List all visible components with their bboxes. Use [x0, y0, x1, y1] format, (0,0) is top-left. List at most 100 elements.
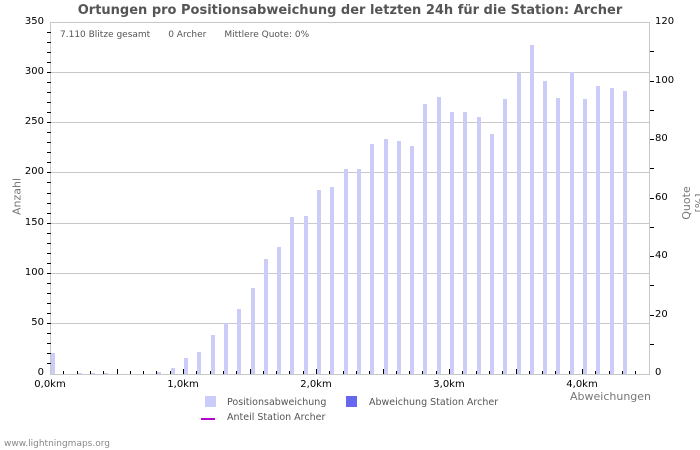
- footer-link[interactable]: www.lightningmaps.org: [4, 439, 110, 449]
- y-right-tick: [650, 80, 654, 82]
- y-right-tick-label: 60: [655, 191, 668, 203]
- bar: [543, 81, 548, 374]
- x-tick: [183, 369, 184, 374]
- y-left-tick: [47, 32, 51, 34]
- x-tick-label: 3,0km: [433, 379, 465, 390]
- y-right-tick: [650, 168, 654, 170]
- bar: [370, 144, 375, 374]
- bar: [170, 367, 175, 374]
- x-tick: [515, 369, 517, 374]
- y-right-tick-label: 100: [655, 74, 675, 86]
- bar: [622, 91, 627, 374]
- bar: [609, 88, 614, 374]
- y-left-tick: [47, 202, 51, 204]
- bar: [317, 190, 321, 374]
- y-left-tick: [47, 232, 51, 234]
- y-right-tick: [650, 139, 654, 140]
- bar: [410, 146, 415, 374]
- y-right-tick-label: 120: [655, 16, 675, 27]
- y-right-tick: [650, 226, 654, 228]
- bar: [197, 351, 202, 374]
- y-axis-left-title: Anzahl: [10, 177, 24, 216]
- y-left-tick: [47, 192, 51, 194]
- bar: [330, 187, 335, 374]
- x-tick: [568, 371, 570, 374]
- y-left-tick-label: 200: [24, 166, 44, 178]
- y-left-tick: [47, 152, 51, 154]
- y-left-tick: [47, 332, 51, 334]
- legend-label-position: Positionsabweichung: [227, 397, 327, 408]
- y-right-tick-label: 0: [655, 367, 662, 378]
- y-left-tick: [47, 72, 51, 74]
- x-tick: [116, 369, 118, 374]
- y-right-tick: [650, 285, 654, 287]
- chart-title: Ortungen pro Positionsabweichung der let…: [77, 3, 623, 18]
- bar: [529, 45, 534, 374]
- y-left-tick: [47, 52, 51, 54]
- legend-swatch-position: [205, 396, 216, 407]
- x-tick: [143, 371, 145, 374]
- y-left-tick-label: 0: [37, 367, 44, 378]
- y-left-tick: [47, 102, 51, 104]
- bar: [516, 73, 521, 374]
- y-left-tick: [47, 172, 51, 174]
- bar: [596, 86, 601, 374]
- bar: [237, 308, 242, 374]
- gridline: [51, 272, 649, 274]
- y-left-tick-label: 100: [24, 266, 44, 278]
- x-tick: [76, 371, 78, 374]
- y-right-tick-label: 40: [655, 250, 668, 261]
- y-right-tick: [650, 343, 654, 345]
- x-tick: [502, 371, 504, 374]
- y-left-tick-label: 250: [24, 116, 44, 128]
- y-left-tick: [47, 42, 51, 44]
- y-right-tick: [650, 109, 654, 111]
- x-tick: [169, 371, 171, 374]
- x-tick: [528, 371, 530, 374]
- x-tick: [582, 369, 583, 374]
- bar: [503, 99, 508, 374]
- x-tick: [63, 371, 65, 374]
- bar: [90, 373, 95, 374]
- x-tick: [329, 371, 331, 374]
- bar: [556, 98, 561, 374]
- x-tick: [129, 371, 131, 374]
- x-tick-label: 4,0km: [566, 379, 598, 390]
- y-left-tick: [47, 62, 51, 64]
- bar: [463, 112, 468, 374]
- bar: [303, 215, 308, 374]
- x-tick: [555, 371, 557, 374]
- y-left-tick: [47, 182, 51, 184]
- x-tick: [289, 371, 291, 374]
- bar: [290, 216, 295, 374]
- bar: [51, 352, 55, 374]
- x-tick: [262, 371, 264, 374]
- y-left-tick: [47, 302, 51, 304]
- plot-area: [47, 22, 654, 375]
- bar: [210, 334, 215, 374]
- x-tick: [249, 369, 251, 374]
- gridline: [51, 322, 649, 324]
- bar: [223, 322, 228, 374]
- legend-label-ratio: Anteil Station Archer: [227, 412, 326, 423]
- x-tick: [621, 371, 623, 374]
- y-right-tick: [650, 256, 654, 257]
- x-tick: [316, 369, 317, 374]
- y-left-tick: [47, 352, 51, 354]
- bar: [343, 169, 348, 374]
- legend-swatch-station: [346, 396, 357, 407]
- legend-line-ratio: [201, 418, 215, 420]
- y-left-tick: [47, 122, 51, 124]
- x-tick: [236, 371, 238, 374]
- y-right-tick: [650, 51, 654, 53]
- gridline: [51, 72, 649, 74]
- bar: [569, 72, 574, 374]
- x-tick: [156, 371, 158, 374]
- x-tick: [475, 371, 477, 374]
- x-tick-label: 2,0km: [300, 379, 332, 390]
- x-tick: [635, 371, 637, 374]
- x-tick: [369, 371, 371, 374]
- y-left-tick-label: 50: [31, 316, 44, 328]
- y-left-tick: [47, 222, 51, 224]
- y-left-tick: [47, 282, 51, 284]
